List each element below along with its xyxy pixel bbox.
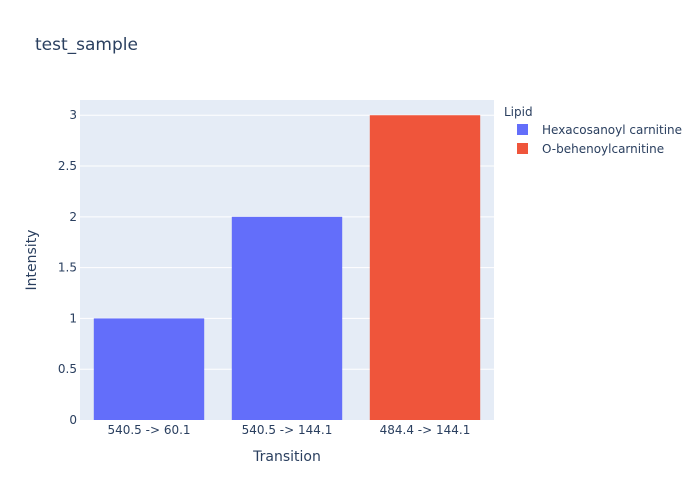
bars — [93, 115, 481, 420]
legend-label[interactable]: Hexacosanoyl carnitine — [542, 123, 682, 137]
bar[interactable] — [231, 216, 343, 420]
y-tick-label: 2 — [69, 210, 77, 224]
legend-swatch[interactable] — [517, 143, 528, 154]
chart-title: test_sample — [35, 35, 138, 55]
y-tick-label: 1.5 — [58, 261, 77, 275]
x-tick-label: 540.5 -> 144.1 — [242, 423, 333, 437]
bar[interactable] — [93, 318, 205, 420]
legend-label[interactable]: O-behenoylcarnitine — [542, 142, 664, 156]
y-tick-label: 0 — [69, 413, 77, 427]
bar[interactable] — [369, 115, 481, 420]
y-tick-label: 0.5 — [58, 362, 77, 376]
y-tick-label: 1 — [69, 311, 77, 325]
x-tick-label: 484.4 -> 144.1 — [380, 423, 471, 437]
y-axis-title: Intensity — [24, 230, 40, 291]
y-tick-label: 2.5 — [58, 159, 77, 173]
x-tick-label: 540.5 -> 60.1 — [107, 423, 190, 437]
legend-swatch[interactable] — [517, 124, 528, 135]
y-tick-label: 3 — [69, 108, 77, 122]
x-tick-labels: 540.5 -> 60.1 540.5 -> 144.1 484.4 -> 144.… — [107, 423, 470, 437]
legend[interactable]: Lipid Hexacosanoyl carnitine O-behenoylca… — [504, 105, 682, 156]
legend-title: Lipid — [504, 105, 533, 119]
x-axis-title: Transition — [252, 449, 321, 465]
y-tick-labels: 0 0.5 1 1.5 2 2.5 3 — [58, 108, 77, 427]
